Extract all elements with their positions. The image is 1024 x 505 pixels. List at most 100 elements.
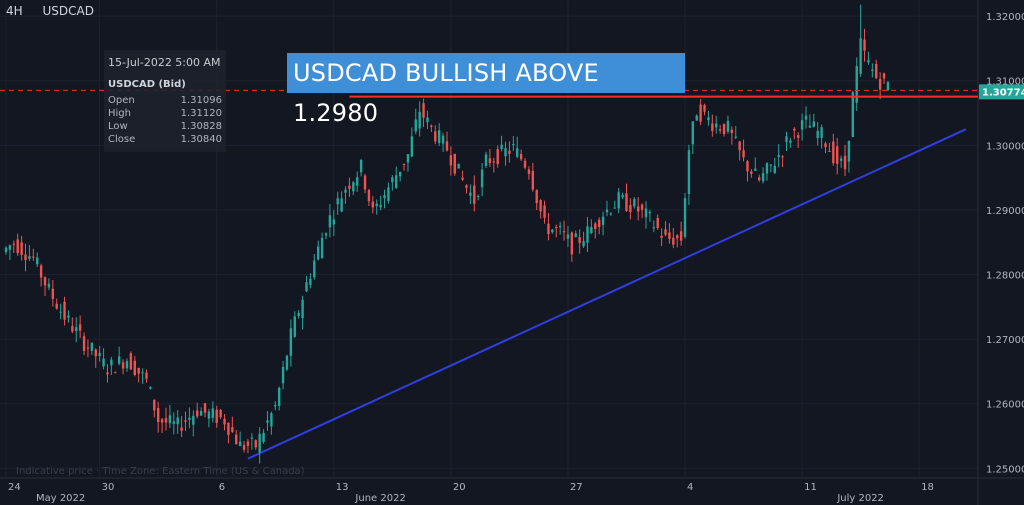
candle-body <box>851 92 855 137</box>
candle-body <box>473 185 476 204</box>
candle-body <box>340 198 343 212</box>
candle-body <box>285 355 289 370</box>
candle-body <box>153 399 156 411</box>
candle-body <box>430 125 433 127</box>
candle-body <box>691 121 695 145</box>
candle-body <box>527 169 531 174</box>
candle-body <box>55 303 58 309</box>
candle-body <box>570 232 574 255</box>
candle-body <box>137 367 140 374</box>
candle-body <box>8 245 12 250</box>
candle-body <box>250 437 254 439</box>
candle-body <box>828 150 831 152</box>
candle-body <box>363 175 367 190</box>
candle-body <box>235 434 238 445</box>
candle-body <box>106 372 109 375</box>
candle-body <box>765 163 769 174</box>
candle-body <box>672 237 675 245</box>
candle-body <box>110 359 113 366</box>
candle-body <box>121 362 125 369</box>
candle-body <box>293 316 296 337</box>
candle-body <box>757 177 761 181</box>
candle-body <box>43 277 47 286</box>
candle-body <box>551 229 554 233</box>
x-tick-label: 4 <box>687 482 693 493</box>
candle-body <box>406 154 410 163</box>
candle-body <box>750 171 753 174</box>
candle-body <box>617 192 620 209</box>
symbol-label[interactable]: USDCAD <box>42 4 94 18</box>
y-tick-label: 1.27000 <box>986 335 1024 346</box>
chart-header: 4H USDCAD <box>6 4 110 18</box>
candle-body <box>718 129 722 131</box>
candle-body <box>726 120 730 132</box>
candle-body <box>192 415 195 425</box>
candle-body <box>707 117 710 121</box>
candle-body <box>258 433 261 453</box>
candle-body <box>679 231 683 241</box>
candle-body <box>609 213 613 215</box>
candle-body <box>465 185 468 188</box>
candle-body <box>242 445 246 450</box>
ohlc-value: 1.30828 <box>180 121 222 132</box>
candle-body <box>28 256 31 259</box>
candle-body <box>196 410 199 417</box>
candle-body <box>246 441 250 446</box>
candle-body <box>398 171 402 177</box>
candle-body <box>301 299 304 319</box>
y-tick-label: 1.26000 <box>986 400 1024 411</box>
candle-body <box>402 163 406 165</box>
candle-body <box>336 198 339 205</box>
timeframe-label[interactable]: 4H <box>6 4 23 18</box>
candle-body <box>129 353 133 370</box>
candle-body <box>871 69 874 71</box>
candle-body <box>836 146 839 164</box>
candle-body <box>668 232 671 239</box>
y-tick-label: 1.31000 <box>986 77 1024 88</box>
candle-body <box>843 155 847 170</box>
y-tick-label: 1.30000 <box>986 141 1024 152</box>
candle-body <box>418 111 421 129</box>
candle-body <box>289 328 293 356</box>
candle-body <box>539 200 542 212</box>
candle-body <box>488 158 492 164</box>
trendline <box>247 128 967 460</box>
candle-body <box>859 38 862 74</box>
candle-body <box>207 411 211 419</box>
candle-body <box>484 154 488 166</box>
candle-body <box>98 352 101 357</box>
x-month-label: July 2022 <box>836 493 884 504</box>
candle-body <box>328 215 332 228</box>
candle-body <box>683 198 687 237</box>
ohlc-row-close: Close 1.30840 <box>108 133 222 146</box>
candle-body <box>512 144 515 146</box>
candle-body <box>594 223 597 229</box>
candle-body <box>51 288 55 299</box>
candle-body <box>875 64 878 79</box>
candle-body <box>86 347 90 349</box>
y-tick-label: 1.29000 <box>986 206 1024 217</box>
candle-body <box>508 150 511 154</box>
y-tick-label: 1.28000 <box>986 271 1024 282</box>
candle-body <box>785 136 788 142</box>
candle-body <box>352 182 355 192</box>
candle-body <box>769 164 773 166</box>
candle-body <box>652 227 656 229</box>
candle-body <box>36 257 39 265</box>
candle-body <box>597 219 601 227</box>
candle-body <box>223 418 226 425</box>
candle-body <box>578 237 581 243</box>
candle-body <box>180 427 183 431</box>
x-tick-label: 20 <box>453 482 466 493</box>
candle-body <box>313 260 316 278</box>
candle-body <box>613 207 616 209</box>
candle-body <box>188 417 191 420</box>
candle-body <box>324 233 328 236</box>
y-tick-label: 1.32000 <box>986 12 1024 23</box>
y-tick-label: 1.25000 <box>986 464 1024 475</box>
candle-body <box>383 195 386 199</box>
ohlc-row-high: High 1.31120 <box>108 107 222 120</box>
candle-body <box>746 161 749 172</box>
